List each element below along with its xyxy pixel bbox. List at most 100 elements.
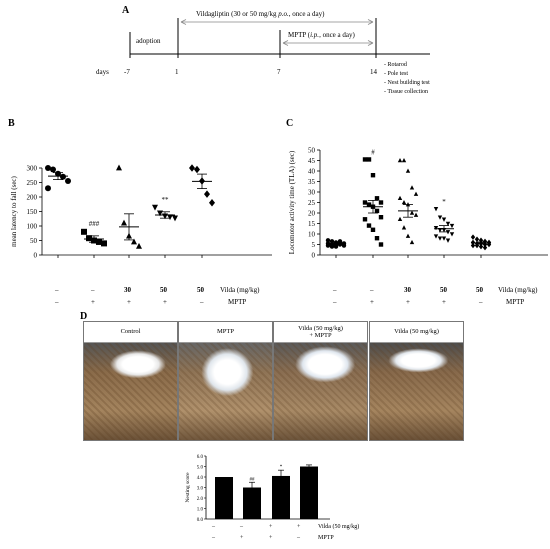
nest-image-vilda-mptp xyxy=(274,343,367,440)
bar xyxy=(215,477,233,519)
day-7: 7 xyxy=(277,68,281,76)
y-tick-label: 300 xyxy=(27,165,38,173)
data-point xyxy=(366,157,372,162)
mptp-treatment-label: MPTP (i.p., once a day) xyxy=(288,31,355,39)
data-point xyxy=(374,236,380,241)
mptp-frequency-text: , once a day) xyxy=(319,31,355,39)
mptp-route-text: i.p. xyxy=(310,31,320,39)
data-point xyxy=(60,173,66,180)
y-tick-label: 5.0 xyxy=(197,465,204,470)
day-14: 14 xyxy=(370,68,377,76)
data-point xyxy=(405,168,411,173)
data-point xyxy=(401,225,407,230)
bar xyxy=(272,475,290,519)
data-point xyxy=(478,237,484,244)
cond-d-vilda-1: – xyxy=(240,524,243,530)
bar xyxy=(243,487,261,519)
data-point xyxy=(474,242,480,249)
cond-d-vilda-0: – xyxy=(212,524,215,530)
y-tick-label: 150 xyxy=(27,208,38,216)
cond-b-vilda-3: 50 xyxy=(160,286,167,294)
y-tick-label: 4.0 xyxy=(197,476,204,481)
y-tick-label: 50 xyxy=(30,237,38,245)
y-tick-label: 35 xyxy=(308,178,316,186)
y-tick-label: 0 xyxy=(312,252,316,260)
data-point xyxy=(366,223,372,228)
data-point xyxy=(325,238,331,243)
data-point xyxy=(482,244,488,251)
cond-d-mptp-1: + xyxy=(240,535,244,541)
vilda-arrowhead-right xyxy=(367,19,374,25)
significance-label: ** xyxy=(162,196,170,204)
data-point xyxy=(370,227,376,232)
data-point xyxy=(131,238,137,245)
cond-b-vilda-0: – xyxy=(55,286,59,294)
photo-caption-line2: + MPTP xyxy=(309,332,332,339)
cond-c-vilda-4: 50 xyxy=(476,286,483,294)
data-point xyxy=(121,219,127,226)
days-label: days xyxy=(96,68,109,76)
panel-c-label: C xyxy=(286,118,294,129)
y-axis-label: Locomotor activity time (TLA) (sec) xyxy=(288,150,296,254)
y-tick-label: 1.0 xyxy=(197,507,204,512)
data-point xyxy=(474,236,480,242)
cond-c-vilda-3: 50 xyxy=(440,286,447,294)
photo-caption-vilda-mptp: Vilda (50 mg/kg) + MPTP xyxy=(274,322,367,343)
y-tick-label: 25 xyxy=(308,199,316,207)
y-tick-label: 40 xyxy=(308,168,316,176)
y-tick-label: 45 xyxy=(308,157,316,165)
data-point xyxy=(449,232,455,237)
adoption-label: adoption xyxy=(136,37,161,45)
data-point xyxy=(433,225,439,231)
cond-d-vilda-label: Vilda (50 mg/kg) xyxy=(318,524,360,530)
significance-label: ### xyxy=(89,220,100,228)
cond-b-mptp-1: + xyxy=(91,298,95,306)
cond-c-mptp-2: + xyxy=(406,298,410,306)
cond-c-mptp-1: + xyxy=(370,298,374,306)
cond-d-mptp-3: – xyxy=(297,535,300,541)
cond-b-vilda-2: 30 xyxy=(124,286,131,294)
data-point xyxy=(486,241,492,248)
data-point xyxy=(337,239,343,244)
data-point xyxy=(172,215,178,222)
vilda-route-text: p.o. xyxy=(278,10,289,18)
y-tick-label: 15 xyxy=(308,220,316,228)
chart-d-nesting: 0.0 1.0 2.0 3.0 4.0 5.0 6.0 Nesting score ## * xyxy=(185,455,330,523)
data-point xyxy=(152,204,158,211)
panel-d-label: D xyxy=(80,311,88,322)
data-point xyxy=(470,234,476,240)
bar xyxy=(300,466,318,519)
test-pole: - Pole test xyxy=(384,71,408,77)
cond-b-vilda-4: 50 xyxy=(197,286,204,294)
y-axis-label: mean latency to fall (sec) xyxy=(10,175,18,246)
data-point xyxy=(437,215,443,220)
cond-d-vilda-2: + xyxy=(269,524,273,530)
significance-label: ## xyxy=(250,477,256,482)
y-tick-label: 6.0 xyxy=(197,455,204,460)
cond-b-mptp-label: MPTP xyxy=(228,298,247,306)
cond-b-mptp-0: – xyxy=(55,298,59,306)
cond-c-mptp-3: + xyxy=(442,298,446,306)
y-tick-label: 2.0 xyxy=(197,497,204,502)
mptp-arrowhead-left xyxy=(282,40,289,46)
test-nest: - Nest building test xyxy=(384,80,430,86)
test-rotarod: - Rotarod xyxy=(384,62,407,68)
data-point xyxy=(409,185,415,190)
data-point xyxy=(209,199,215,207)
cond-d-mptp-label: MPTP xyxy=(318,535,334,541)
data-point xyxy=(409,239,415,245)
data-point xyxy=(470,239,476,246)
data-point xyxy=(45,185,51,192)
data-point xyxy=(413,191,419,196)
cond-b-vilda-1: – xyxy=(91,286,95,294)
photo-caption-line1: Control xyxy=(120,328,141,336)
vilda-treatment-text: Vildagliptin (30 or 50 mg/kg xyxy=(196,10,279,18)
conditions-d: – – + + Vilda (50 mg/kg) – + + – MPTP xyxy=(180,524,380,548)
y-tick-label: 20 xyxy=(308,210,316,218)
data-point xyxy=(397,195,403,201)
photo-caption-line1: Vilda (50 mg/kg) xyxy=(298,324,343,332)
y-tick-label: 200 xyxy=(27,194,38,202)
data-point xyxy=(50,166,56,173)
data-point xyxy=(401,157,407,163)
data-point xyxy=(482,241,488,248)
